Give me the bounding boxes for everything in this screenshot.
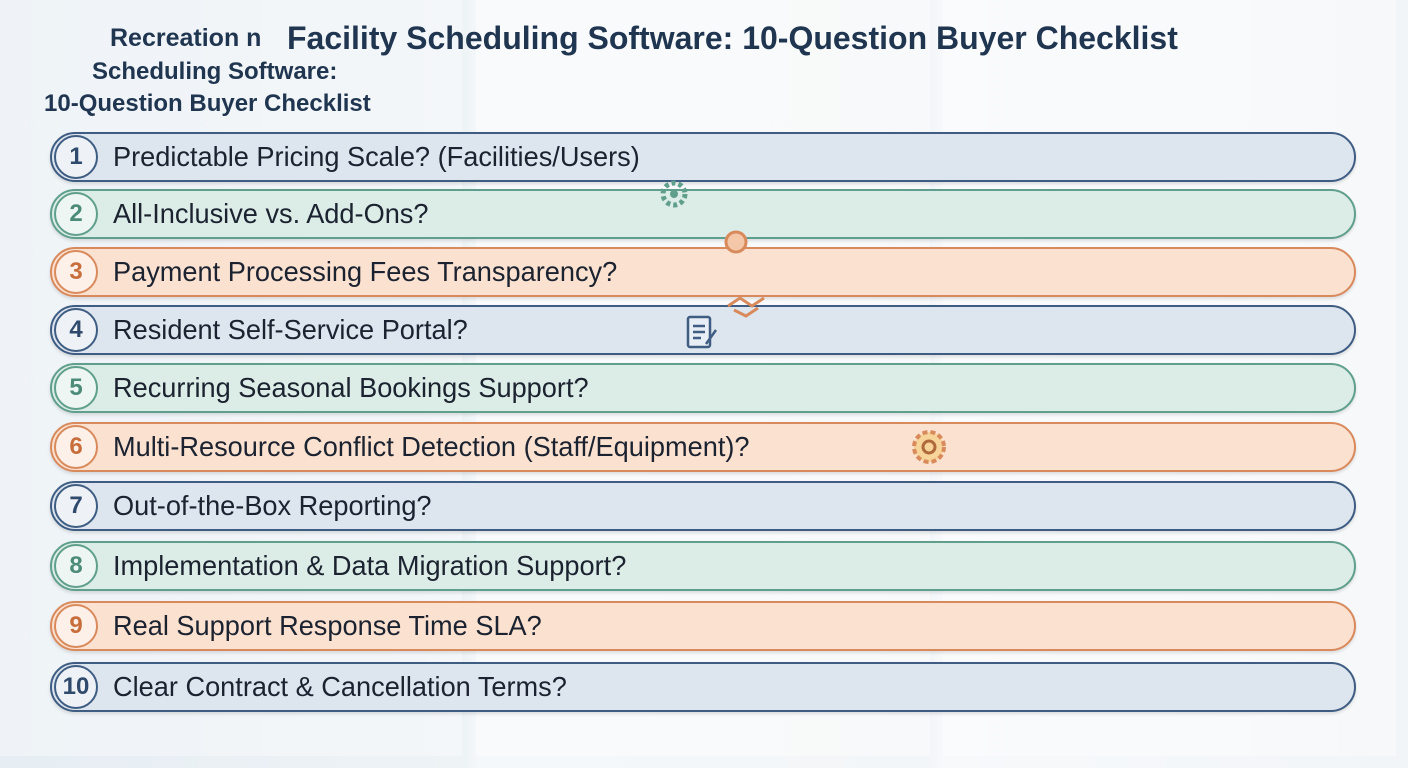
item-text: Clear Contract & Cancellation Terms? (113, 671, 567, 702)
header-subtitle: Scheduling Software: (92, 58, 338, 85)
header-title: Facility Scheduling Software: 10-Questio… (287, 20, 1178, 56)
checklist-item: 10 Clear Contract & Cancellation Terms? (50, 662, 1356, 712)
gear-icon (912, 430, 946, 464)
header-subtitle: 10-Question Buyer Checklist (44, 90, 371, 117)
item-number: 2 (54, 192, 98, 236)
header-prefix: Recreation n (110, 24, 262, 52)
item-number: 6 (54, 425, 98, 469)
item-number: 10 (54, 665, 98, 709)
item-text: Out-of-the-Box Reporting? (113, 490, 432, 521)
item-number: 3 (54, 250, 98, 294)
gear-icon (660, 180, 688, 208)
checklist-item: 5 Recurring Seasonal Bookings Support? (50, 363, 1356, 413)
item-number: 5 (54, 366, 98, 410)
checklist-item: 8 Implementation & Data Migration Support… (50, 541, 1356, 591)
item-text: Predictable Pricing Scale? (Facilities/U… (113, 141, 640, 172)
item-text: Real Support Response Time SLA? (113, 610, 542, 641)
checklist-item: 6 Multi-Resource Conflict Detection (Staf… (50, 422, 1356, 472)
item-number: 8 (54, 544, 98, 588)
checklist-item: 1 Predictable Pricing Scale? (Facilities/… (50, 132, 1356, 182)
item-number: 9 (54, 604, 98, 648)
handshake-icon (727, 296, 765, 318)
item-number: 7 (54, 484, 98, 528)
checklist-item: 7 Out-of-the-Box Reporting? (50, 481, 1356, 531)
item-text: Payment Processing Fees Transparency? (113, 256, 618, 287)
item-text: Implementation & Data Migration Support? (113, 550, 627, 581)
coin-icon (724, 230, 748, 254)
checklist-item: 2 All-Inclusive vs. Add-Ons? (50, 189, 1356, 239)
item-text: Resident Self-Service Portal? (113, 314, 468, 345)
checklist-item: 9 Real Support Response Time SLA? (50, 601, 1356, 651)
clipboard-icon (686, 315, 718, 349)
item-text: Multi-Resource Conflict Detection (Staff… (113, 431, 750, 462)
item-number: 1 (54, 135, 98, 179)
checklist-item: 3 Payment Processing Fees Transparency? (50, 247, 1356, 297)
item-text: Recurring Seasonal Bookings Support? (113, 372, 589, 403)
item-number: 4 (54, 308, 98, 352)
item-text: All-Inclusive vs. Add-Ons? (113, 198, 429, 229)
